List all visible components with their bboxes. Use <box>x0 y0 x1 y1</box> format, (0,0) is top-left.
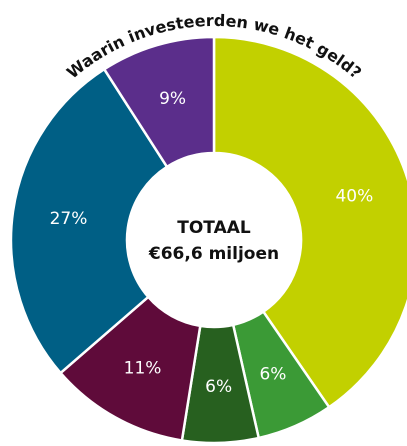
slice-label: 40% <box>335 186 373 206</box>
donut-slice <box>9 67 169 375</box>
center-label: TOTAAL <box>177 218 251 238</box>
slice-label: 6% <box>259 365 286 385</box>
center-value: €66,6 miljoen <box>148 244 279 264</box>
slice-label: 6% <box>205 377 232 397</box>
donut-slice <box>212 35 407 409</box>
slice-label: 11% <box>124 358 162 378</box>
slice-label: 9% <box>159 89 186 109</box>
donut-slice <box>102 35 216 169</box>
donut-hole <box>128 154 300 326</box>
slice-label: 27% <box>50 209 88 229</box>
